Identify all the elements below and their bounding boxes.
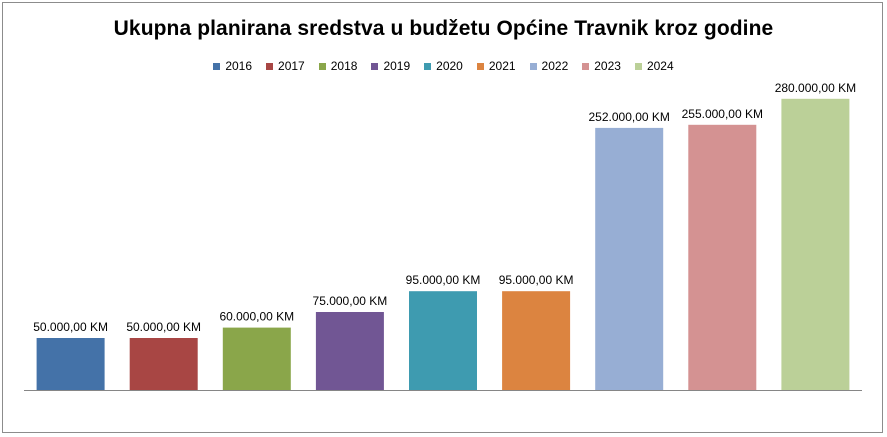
legend-item: 2016 — [213, 59, 252, 73]
data-label-2021: 95.000,00 KM — [499, 273, 574, 287]
legend-swatch — [424, 62, 432, 70]
legend-label: 2019 — [383, 59, 411, 73]
legend-swatch — [266, 62, 274, 70]
bar-2021 — [502, 291, 571, 390]
legend-label: 2017 — [278, 59, 305, 73]
data-label-2023: 255.000,00 KM — [682, 107, 763, 121]
legend-swatch — [213, 62, 221, 70]
legend-item: 2021 — [476, 59, 516, 73]
legend-label: 2023 — [594, 59, 621, 73]
legend-item: 2018 — [318, 59, 358, 73]
legend-swatch — [318, 62, 326, 70]
legend-item: 2024 — [634, 59, 674, 73]
bar-2017 — [129, 338, 198, 390]
data-label-2019: 75.000,00 KM — [313, 294, 388, 308]
legend-swatch — [582, 62, 590, 70]
bar-2018 — [222, 327, 291, 390]
bar-2019 — [315, 312, 384, 390]
data-label-2017: 50.000,00 KM — [126, 320, 201, 334]
legend-label: 2018 — [330, 59, 358, 73]
data-label-2024: 280.000,00 KM — [775, 81, 856, 95]
legend-label: 2021 — [488, 59, 516, 73]
legend-item: 2019 — [371, 59, 410, 73]
legend-item: 2023 — [582, 59, 621, 73]
bar-2023 — [688, 124, 757, 391]
legend-swatch — [634, 62, 642, 70]
data-label-2020: 95.000,00 KM — [406, 273, 481, 287]
legend-item: 2020 — [424, 59, 463, 73]
bar-2020 — [409, 291, 477, 390]
bar-2024 — [781, 98, 850, 391]
data-label-2018: 60.000,00 KM — [219, 310, 294, 324]
legend-swatch — [529, 62, 537, 70]
legend-label: 2020 — [436, 59, 463, 73]
chart-title: Ukupna planirana sredstva u budžetu Opći… — [113, 17, 774, 40]
legend-swatch — [476, 62, 484, 70]
legend-label: 2022 — [541, 59, 569, 73]
legend-label: 2024 — [646, 59, 674, 73]
data-label-2016: 50.000,00 KM — [33, 320, 108, 334]
legend-item: 2022 — [529, 59, 569, 73]
bar-2016 — [36, 338, 105, 390]
legend-swatch — [371, 62, 379, 70]
bar-2022 — [595, 127, 664, 391]
legend-item: 2017 — [266, 59, 305, 73]
chart-legend: 2016 2017 2018 2019 2020 2021 2022 2023 2024 — [3, 59, 884, 73]
legend-label: 2016 — [225, 59, 253, 73]
data-label-2022: 252.000,00 KM — [588, 110, 669, 124]
